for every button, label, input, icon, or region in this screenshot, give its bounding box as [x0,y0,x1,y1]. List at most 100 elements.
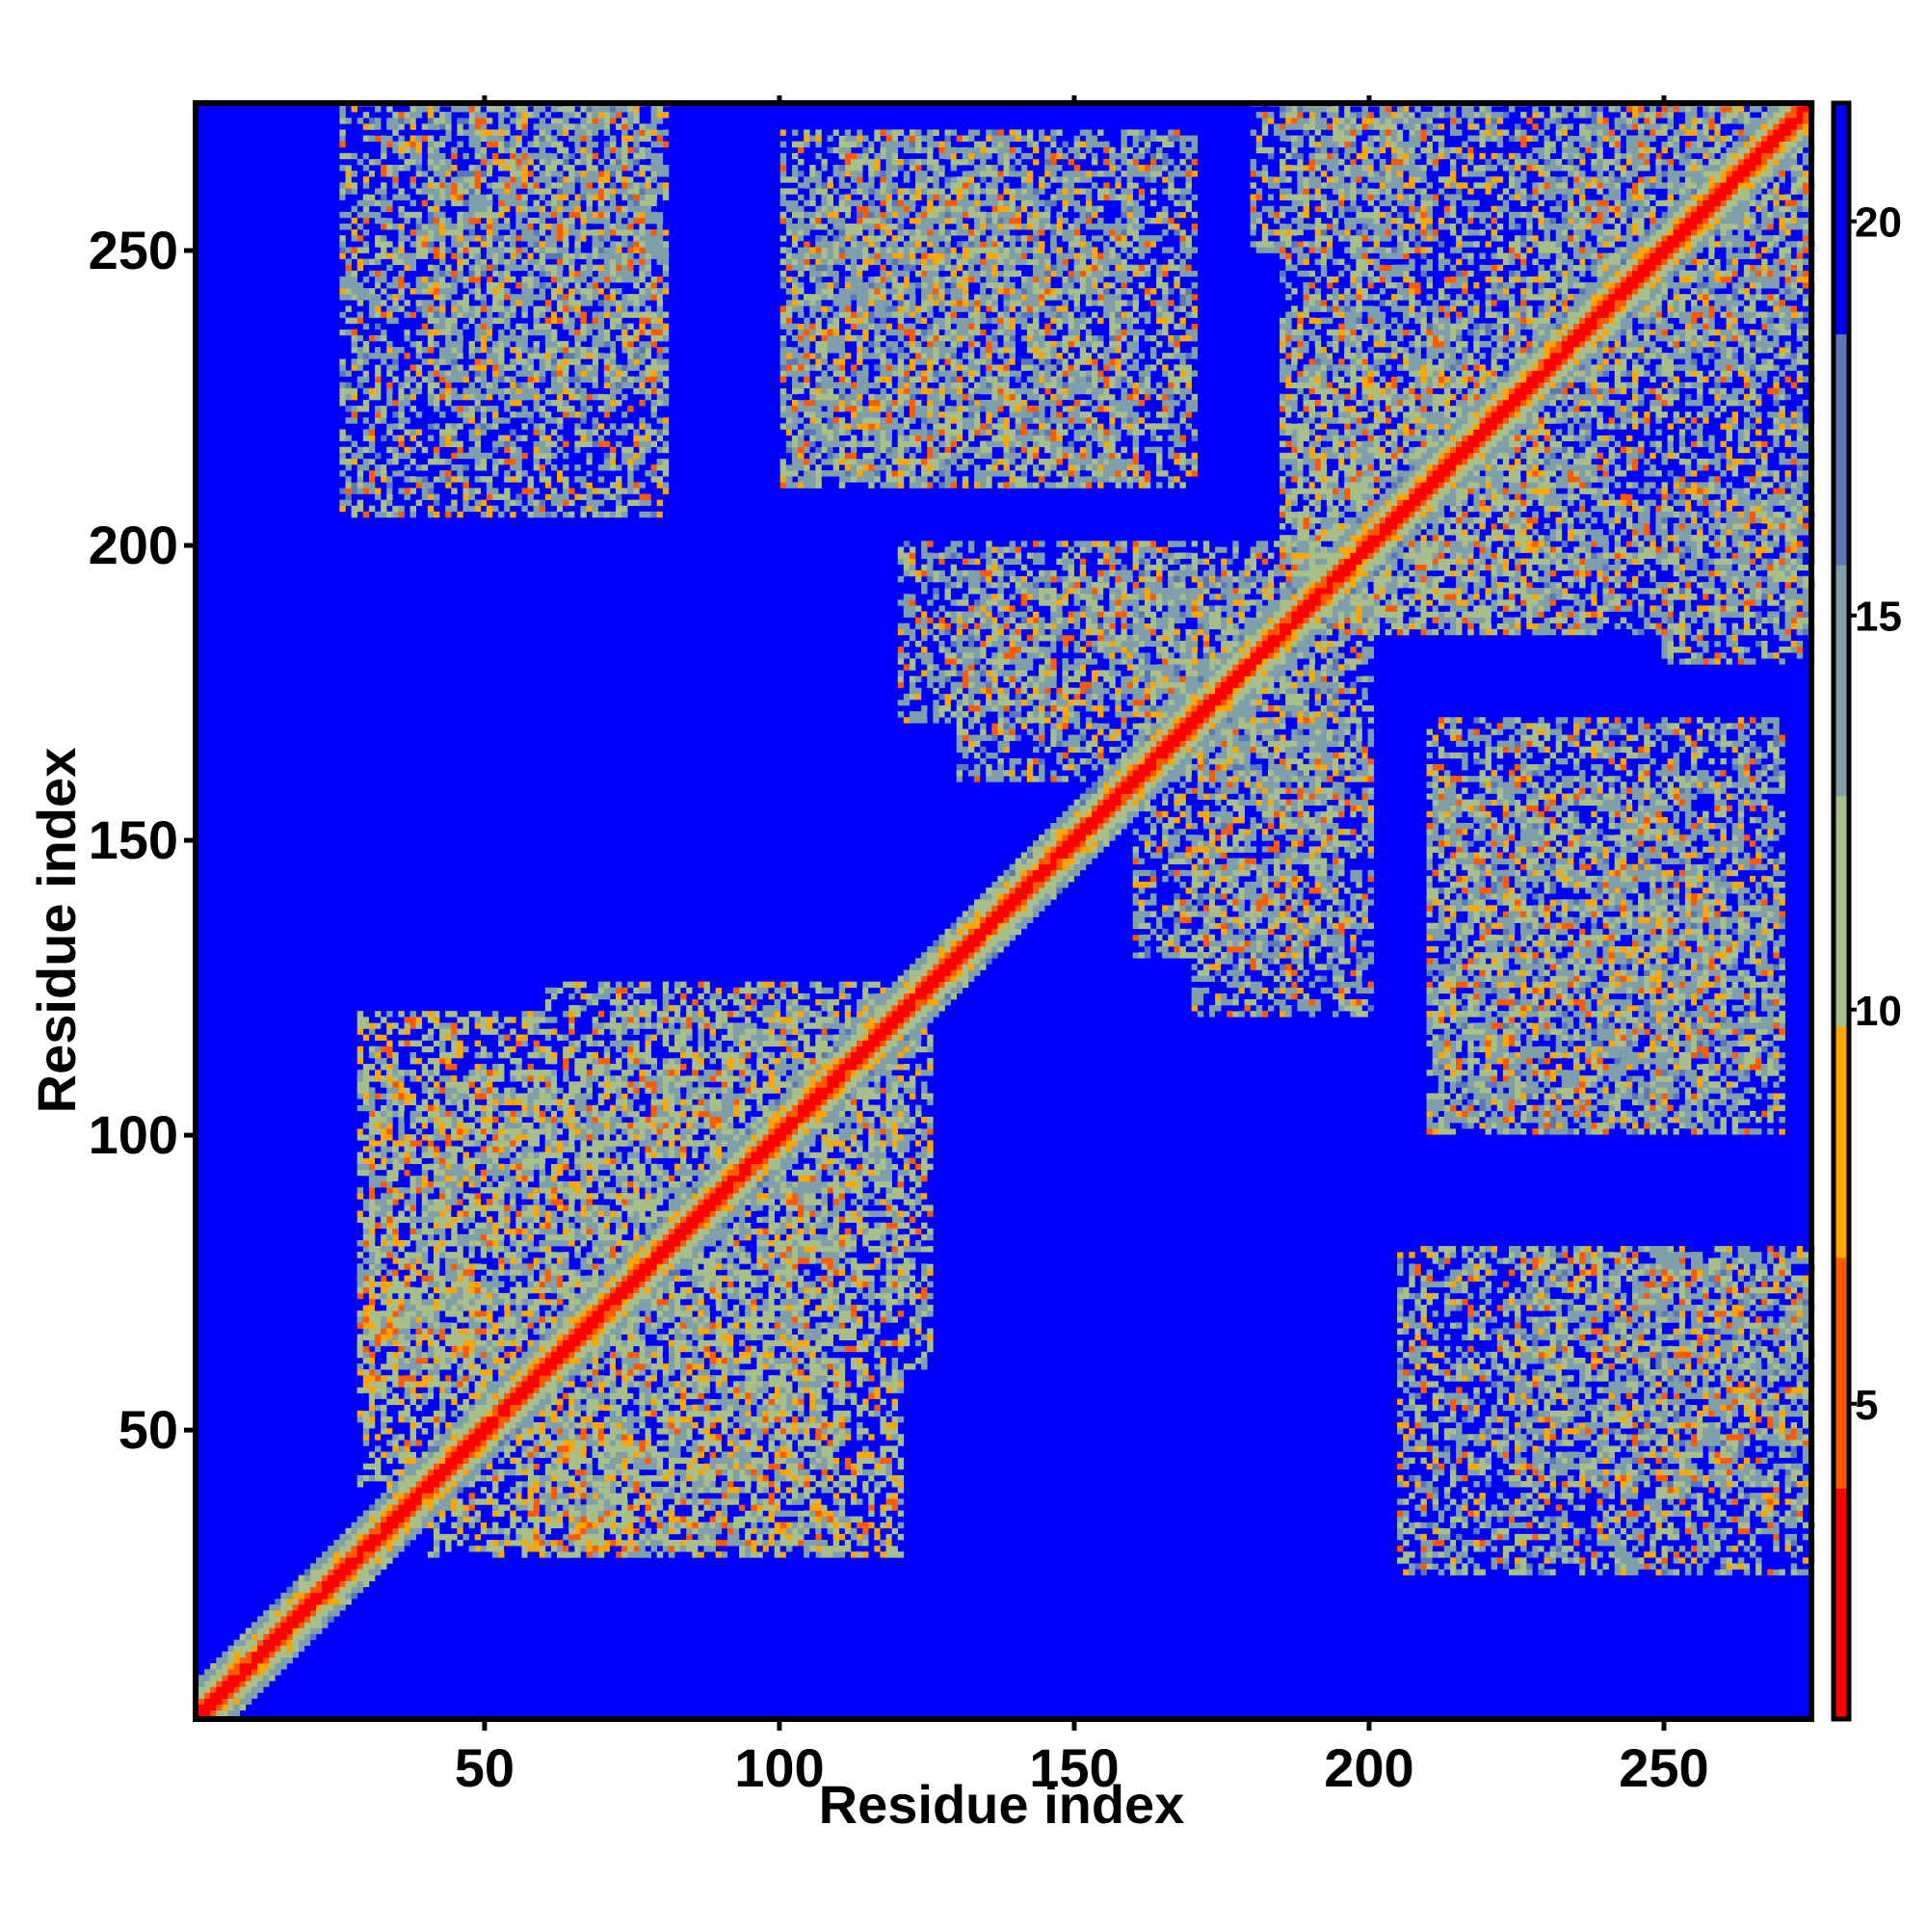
heatmap-cell [368,1305,376,1311]
heatmap-cell [1026,905,1034,912]
heatmap-cell [1655,241,1662,248]
heatmap-cell [650,1516,658,1523]
heatmap-cell [491,1398,499,1406]
heatmap-cell [316,1622,323,1628]
heatmap-cell [1197,746,1204,754]
heatmap-cell [639,1246,646,1253]
heatmap-cell [1438,505,1445,513]
heatmap-cell [415,1498,423,1505]
heatmap-cell [785,1128,793,1135]
heatmap-cell [362,1369,370,1376]
heatmap-cell [269,1622,276,1628]
heatmap-cell [280,1639,287,1647]
heatmap-cell [1462,464,1468,471]
heatmap-cell [1115,799,1122,807]
heatmap-cell [1390,535,1398,542]
heatmap-cell [1502,376,1510,383]
heatmap-cell [398,1381,405,1388]
heatmap-cell [1227,675,1233,682]
heatmap-cell [1138,776,1146,782]
heatmap-cell [1549,393,1557,401]
heatmap-cell [557,1351,564,1359]
heatmap-cell [991,922,998,930]
heatmap-cell [550,1357,558,1364]
heatmap-cell [1591,294,1597,301]
heatmap-cell [233,1651,241,1658]
heatmap-cell [404,1516,410,1523]
heatmap-cell [280,1628,287,1634]
heatmap-cell [1208,717,1216,724]
heatmap-cell [1350,575,1357,583]
heatmap-cell [1379,535,1386,542]
heatmap-cell [804,1527,810,1535]
heatmap-cell [409,1469,416,1476]
heatmap-cell [1561,329,1569,336]
heatmap-cell [427,1369,435,1376]
heatmap-cell [1073,869,1081,877]
heatmap-cell [474,1422,482,1429]
heatmap-cell [539,1345,546,1353]
heatmap-cell [1620,305,1627,312]
heatmap-cell [1185,746,1192,754]
heatmap-cell [1068,863,1074,871]
heatmap-cell [692,1510,699,1517]
heatmap-cell [1443,499,1451,507]
heatmap-cell [1308,605,1316,612]
heatmap-cell [991,952,998,959]
heatmap-cell [1608,281,1616,289]
heatmap-cell [1414,529,1421,536]
heatmap-cell [1356,546,1362,553]
heatmap-cell [1056,834,1063,841]
heatmap-cell [433,1540,440,1547]
heatmap-cell [1202,740,1210,748]
heatmap-cell [1620,276,1627,283]
heatmap-cell [1467,458,1474,465]
heatmap-cell [439,1469,446,1476]
heatmap-cell [1344,564,1351,571]
heatmap-cell [510,1469,516,1476]
heatmap-cell [1191,717,1199,724]
heatmap-cell [1703,171,1709,177]
heatmap-cell [1156,723,1163,729]
heatmap-cell [1208,705,1216,712]
heatmap-cell [1438,446,1445,454]
heatmap-cell [1332,575,1339,583]
heatmap-cell [1356,529,1362,536]
heatmap-cell [1602,311,1609,318]
heatmap-cell [668,1239,675,1247]
heatmap-cell [286,1586,293,1594]
heatmap-cell [1708,211,1715,219]
heatmap-cell [857,1057,863,1065]
heatmap-cell [433,1345,440,1353]
heatmap-cell [603,1310,611,1317]
heatmap-cell [745,1516,752,1523]
heatmap-cell [1274,664,1280,671]
heatmap-cell [756,1116,763,1124]
heatmap-cell [386,1140,393,1147]
heatmap-cell [404,1498,410,1505]
heatmap-cell [1403,499,1410,507]
heatmap-cell [1703,241,1709,248]
heatmap-cell [986,911,992,917]
heatmap-cell [609,1328,617,1335]
heatmap-cell [1149,770,1157,777]
heatmap-cell [1250,622,1257,630]
heatmap-cell [703,1216,710,1224]
heatmap-cell [1361,523,1368,530]
heatmap-cell [1208,693,1216,701]
heatmap-cell [381,1098,387,1106]
heatmap-cell [1174,746,1180,754]
heatmap-cell [1420,458,1427,465]
heatmap-cell [328,1569,334,1575]
heatmap-cell [1538,382,1544,389]
heatmap-cell [827,1093,833,1099]
heatmap-cell [486,1410,493,1417]
heatmap-cell [421,1469,429,1476]
heatmap-cell [498,1510,505,1517]
heatmap-cell [756,1151,763,1158]
heatmap-cell [715,1181,723,1188]
heatmap-cell [1473,464,1480,471]
heatmap-cell [568,1305,575,1311]
heatmap-cell [1473,423,1480,430]
heatmap-cell [1532,358,1539,365]
